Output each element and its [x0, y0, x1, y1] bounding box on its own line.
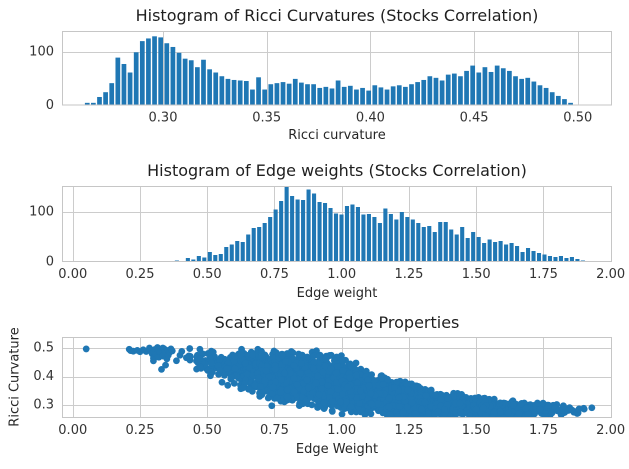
edge-weights-histogram-title: Histogram of Edge weights (Stocks Correl… — [147, 161, 527, 180]
ricci-curvature-xlabel: Ricci curvature — [288, 128, 386, 143]
edge-weight-xlabel: Edge weight — [296, 286, 378, 301]
ricci-histogram-title: Histogram of Ricci Curvatures (Stocks Co… — [135, 6, 539, 25]
scatter-plot-title: Scatter Plot of Edge Properties — [214, 313, 460, 332]
scatter-xlabel: Edge Weight — [295, 442, 379, 457]
scatter-ylabel: Ricci Curvature — [7, 327, 23, 427]
